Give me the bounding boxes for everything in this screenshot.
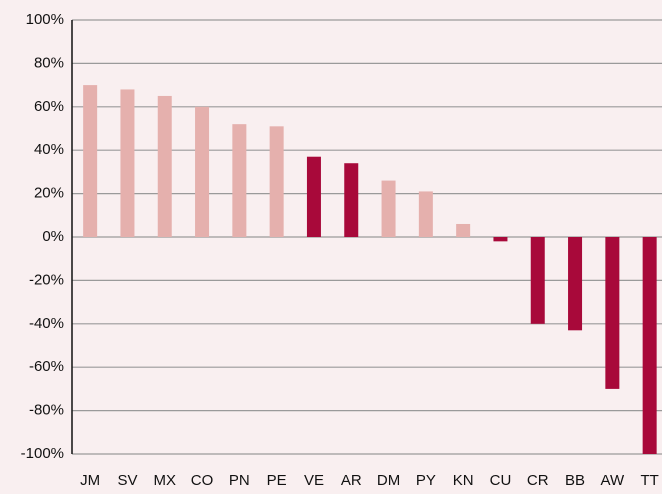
x-tick-label: CR xyxy=(527,472,549,489)
x-tick-label: AR xyxy=(341,472,362,489)
x-tick-label: PN xyxy=(229,472,250,489)
x-tick-label: SV xyxy=(117,472,137,489)
x-tick-label: KN xyxy=(453,472,474,489)
bar xyxy=(381,180,396,237)
x-tick-label: AW xyxy=(601,472,625,489)
bar xyxy=(418,191,433,237)
y-tick-label: -20% xyxy=(29,271,64,288)
bar xyxy=(306,156,321,237)
y-tick-label: -40% xyxy=(29,315,64,332)
x-tick-label: JM xyxy=(80,472,100,489)
bar xyxy=(493,237,508,242)
y-tick-label: 100% xyxy=(26,11,64,28)
y-tick-label: 80% xyxy=(34,54,64,71)
bar xyxy=(456,223,471,237)
bar xyxy=(530,237,545,324)
y-tick-label: -60% xyxy=(29,358,64,375)
bar xyxy=(232,124,247,237)
bar xyxy=(120,89,135,237)
bar xyxy=(344,163,359,237)
y-tick-label: -100% xyxy=(21,445,64,462)
x-tick-label: DM xyxy=(377,472,400,489)
bar xyxy=(157,95,172,237)
x-tick-label: CO xyxy=(191,472,214,489)
bar xyxy=(195,106,210,237)
bar xyxy=(83,85,98,237)
x-tick-label: BB xyxy=(565,472,585,489)
x-tick-label: MX xyxy=(154,472,177,489)
x-tick-label: PY xyxy=(416,472,436,489)
y-tick-label: 60% xyxy=(34,98,64,115)
bar xyxy=(642,237,657,454)
x-tick-label: CU xyxy=(490,472,512,489)
x-tick-label: VE xyxy=(304,472,324,489)
y-tick-label: 20% xyxy=(34,185,64,202)
y-tick-label: -80% xyxy=(29,402,64,419)
y-tick-label: 0% xyxy=(42,228,64,245)
x-tick-label: TT xyxy=(640,472,658,489)
bar xyxy=(269,126,284,237)
y-tick-label: 40% xyxy=(34,141,64,158)
bar xyxy=(568,237,583,331)
x-tick-label: PE xyxy=(267,472,287,489)
bar xyxy=(605,237,620,389)
